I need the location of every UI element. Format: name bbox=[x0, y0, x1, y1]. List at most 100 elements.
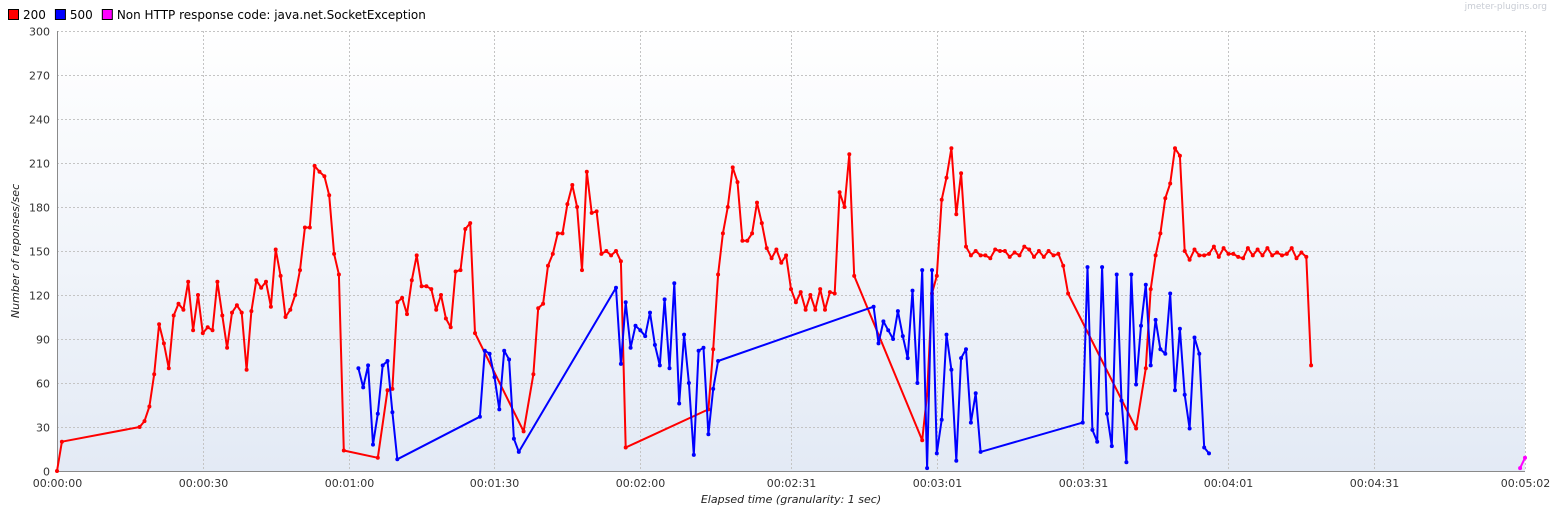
data-point bbox=[205, 325, 210, 330]
data-point bbox=[1168, 291, 1173, 296]
data-point bbox=[1207, 451, 1211, 456]
data-point bbox=[1236, 254, 1241, 259]
data-point bbox=[176, 301, 181, 306]
data-point bbox=[1294, 256, 1299, 261]
data-point bbox=[443, 316, 448, 321]
data-point bbox=[1260, 253, 1265, 258]
data-point bbox=[720, 231, 725, 236]
data-point bbox=[1032, 254, 1036, 259]
data-point bbox=[1197, 351, 1202, 356]
series-layer bbox=[55, 146, 1527, 473]
data-point bbox=[954, 212, 959, 217]
data-point bbox=[638, 328, 643, 333]
data-point bbox=[1221, 246, 1226, 251]
data-point bbox=[1177, 153, 1182, 158]
data-point bbox=[609, 253, 614, 258]
data-point bbox=[701, 345, 706, 350]
data-point bbox=[740, 238, 745, 243]
data-point bbox=[531, 372, 536, 377]
data-point bbox=[871, 304, 876, 309]
data-point bbox=[487, 351, 492, 356]
data-point bbox=[1109, 444, 1114, 449]
data-point bbox=[1105, 411, 1109, 416]
data-point bbox=[628, 345, 633, 350]
data-point bbox=[954, 458, 959, 463]
data-point bbox=[1066, 291, 1071, 296]
data-point bbox=[1270, 253, 1275, 258]
data-point bbox=[1173, 388, 1177, 393]
data-point bbox=[385, 359, 390, 363]
data-point bbox=[900, 334, 905, 339]
data-point bbox=[633, 323, 638, 328]
data-point bbox=[711, 347, 716, 352]
data-point bbox=[1027, 247, 1032, 252]
data-point bbox=[764, 246, 769, 251]
data-point bbox=[1187, 257, 1192, 262]
data-point bbox=[1158, 347, 1163, 352]
data-point bbox=[317, 169, 322, 174]
y-axis-title: Number of reponses/sec bbox=[9, 184, 22, 318]
data-point bbox=[1007, 254, 1012, 259]
data-point bbox=[1216, 254, 1221, 259]
data-point bbox=[614, 249, 618, 253]
data-point bbox=[1207, 251, 1211, 256]
data-point bbox=[1085, 265, 1090, 270]
data-point bbox=[405, 312, 409, 317]
data-point bbox=[1299, 250, 1304, 255]
data-point bbox=[409, 278, 414, 283]
data-point bbox=[1114, 272, 1119, 277]
y-tick-label: 30 bbox=[36, 422, 50, 435]
data-point bbox=[244, 367, 249, 372]
data-point bbox=[536, 306, 541, 311]
data-point bbox=[1177, 326, 1182, 331]
x-tick-label: 00:00:30 bbox=[179, 477, 228, 490]
data-point bbox=[395, 457, 400, 462]
data-point bbox=[934, 273, 939, 278]
data-point bbox=[1304, 254, 1309, 259]
data-point bbox=[939, 417, 944, 422]
data-point bbox=[842, 205, 847, 209]
watermark: jmeter-plugins.org bbox=[1464, 2, 1547, 12]
data-point bbox=[302, 225, 307, 230]
data-point bbox=[191, 328, 196, 333]
data-point bbox=[1241, 256, 1246, 261]
data-point bbox=[808, 293, 813, 297]
data-point bbox=[818, 287, 823, 292]
x-tick-label: 00:03:01 bbox=[913, 477, 962, 490]
data-point bbox=[759, 221, 764, 226]
data-point bbox=[837, 190, 842, 195]
data-point bbox=[1002, 249, 1007, 253]
x-tick-label: 00:02:00 bbox=[616, 477, 665, 490]
data-point bbox=[288, 307, 293, 312]
data-point bbox=[521, 429, 526, 434]
data-point bbox=[1080, 420, 1085, 425]
data-point bbox=[196, 293, 200, 297]
data-point bbox=[978, 449, 983, 454]
data-point bbox=[657, 363, 662, 368]
x-axis-title: Elapsed time (granularity: 1 sec) bbox=[701, 493, 881, 506]
data-point bbox=[895, 309, 900, 314]
data-point bbox=[1187, 426, 1192, 431]
data-point bbox=[750, 231, 755, 236]
data-point bbox=[1182, 249, 1187, 253]
data-point bbox=[468, 221, 473, 226]
data-point bbox=[473, 331, 477, 336]
data-point bbox=[1148, 287, 1153, 292]
data-point bbox=[414, 253, 419, 258]
legend-swatch bbox=[8, 9, 19, 20]
data-point bbox=[769, 256, 774, 261]
data-point bbox=[424, 284, 429, 289]
data-point bbox=[784, 253, 789, 258]
data-point bbox=[1143, 366, 1148, 371]
data-point bbox=[254, 278, 259, 283]
data-point bbox=[570, 183, 575, 187]
legend: 200 500 Non HTTP response code: java.net.S… bbox=[8, 8, 426, 22]
data-point bbox=[1134, 382, 1139, 387]
data-point bbox=[492, 375, 497, 380]
data-point bbox=[652, 342, 657, 347]
data-point bbox=[1309, 363, 1314, 368]
data-point bbox=[157, 322, 162, 327]
data-point bbox=[293, 293, 298, 297]
